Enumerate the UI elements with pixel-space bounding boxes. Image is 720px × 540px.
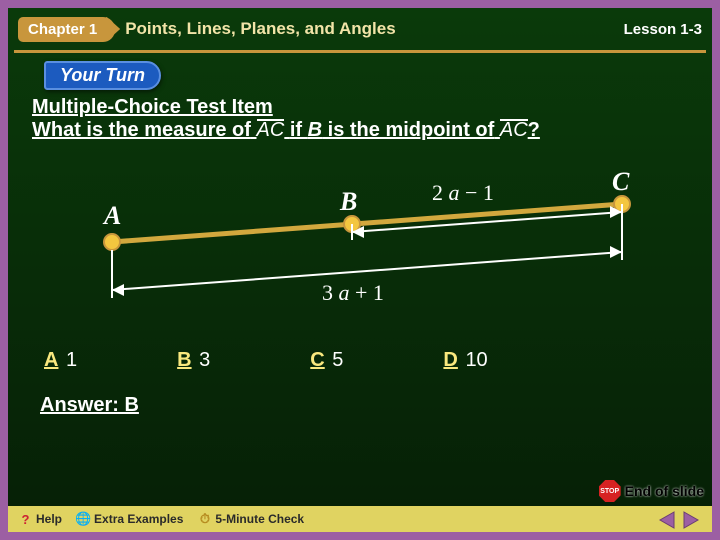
next-arrow[interactable] <box>680 510 702 530</box>
point-a-label: A <box>102 201 121 230</box>
choice-a[interactable]: A 1 <box>44 349 77 372</box>
answer-line: Answer: B <box>32 394 688 417</box>
your-turn-badge: Your Turn <box>44 61 161 90</box>
question-qmark: ? <box>528 119 540 141</box>
header-separator <box>14 50 706 53</box>
choices-row: A 1 B 3 C 5 D 10 <box>32 349 688 372</box>
help-button[interactable]: ? Help <box>18 512 62 527</box>
five-minute-check-button[interactable]: ⏱ 5-Minute Check <box>197 512 304 527</box>
choice-d[interactable]: D 10 <box>443 349 487 372</box>
bottom-expression: 3 a + 1 <box>322 280 384 305</box>
question-line-1: Multiple-Choice Test Item <box>32 96 688 119</box>
choice-b[interactable]: B 3 <box>177 349 210 372</box>
midpoint-var: B <box>308 119 322 141</box>
point-c-label: C <box>612 167 630 196</box>
chapter-tab: Chapter 1 <box>18 17 115 42</box>
header-bar: Chapter 1 Points, Lines, Planes, and Ang… <box>8 8 712 50</box>
segment-ac-2: AC <box>500 119 528 142</box>
end-slide-text: End of slide <box>625 483 704 499</box>
segment-ac-1: AC <box>257 119 285 142</box>
question-line-2: What is the measure of AC if B is the mi… <box>32 119 688 142</box>
help-icon: ? <box>18 512 33 527</box>
prev-arrow[interactable] <box>656 510 678 530</box>
header-title: Points, Lines, Planes, and Angles <box>125 19 396 39</box>
question-part-c: is the midpoint of <box>322 119 494 141</box>
nav-arrows <box>656 510 702 530</box>
bottom-bar: ? Help 🌐 Extra Examples ⏱ 5-Minute Check <box>8 506 712 532</box>
choice-c[interactable]: C 5 <box>310 349 343 372</box>
question-part-a: What is the measure of <box>32 119 251 141</box>
top-expression: 2 a − 1 <box>432 180 494 205</box>
clock-icon: ⏱ <box>197 512 212 527</box>
stop-sign-icon: STOP <box>599 480 621 502</box>
line-diagram: A B C 2 a − 1 3 a + 1 <box>32 162 688 337</box>
extra-examples-button[interactable]: 🌐 Extra Examples <box>76 512 183 527</box>
globe-icon: 🌐 <box>76 512 91 527</box>
point-b-label: B <box>339 187 357 216</box>
question-part-b: if <box>290 119 308 141</box>
end-of-slide: STOP End of slide <box>599 480 704 502</box>
lesson-label: Lesson 1-3 <box>624 21 702 38</box>
